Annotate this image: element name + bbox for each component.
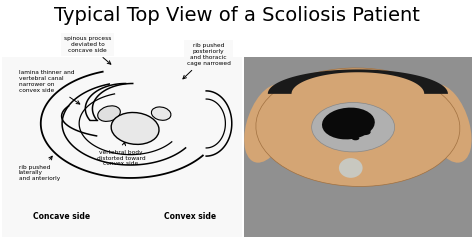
Ellipse shape bbox=[339, 158, 363, 178]
FancyBboxPatch shape bbox=[2, 57, 242, 237]
Ellipse shape bbox=[244, 84, 292, 163]
Text: rib pushed
laterally
and anteriorly: rib pushed laterally and anteriorly bbox=[19, 156, 60, 181]
Text: vertebral body
distorted toward
convex side: vertebral body distorted toward convex s… bbox=[97, 142, 145, 166]
Text: spinous process
deviated to
concave side: spinous process deviated to concave side bbox=[64, 36, 111, 64]
Text: lamina thinner and
vertebral canal
narrower on
convex side: lamina thinner and vertebral canal narro… bbox=[19, 70, 80, 104]
FancyBboxPatch shape bbox=[244, 57, 472, 237]
Ellipse shape bbox=[98, 106, 120, 121]
Text: Typical Top View of a Scoliosis Patient: Typical Top View of a Scoliosis Patient bbox=[54, 6, 420, 25]
Polygon shape bbox=[268, 69, 448, 94]
Circle shape bbox=[338, 117, 345, 120]
Text: Convex side: Convex side bbox=[164, 212, 216, 221]
Ellipse shape bbox=[424, 84, 472, 163]
Ellipse shape bbox=[311, 103, 394, 152]
Ellipse shape bbox=[256, 68, 460, 186]
Circle shape bbox=[352, 136, 359, 140]
Ellipse shape bbox=[322, 108, 375, 139]
Text: rib pushed
posteriorly
and thoracic
cage narrowed: rib pushed posteriorly and thoracic cage… bbox=[183, 43, 230, 79]
Circle shape bbox=[359, 129, 371, 135]
Circle shape bbox=[367, 122, 373, 125]
Text: Concave side: Concave side bbox=[33, 212, 91, 221]
Ellipse shape bbox=[111, 112, 159, 144]
Ellipse shape bbox=[151, 107, 171, 120]
